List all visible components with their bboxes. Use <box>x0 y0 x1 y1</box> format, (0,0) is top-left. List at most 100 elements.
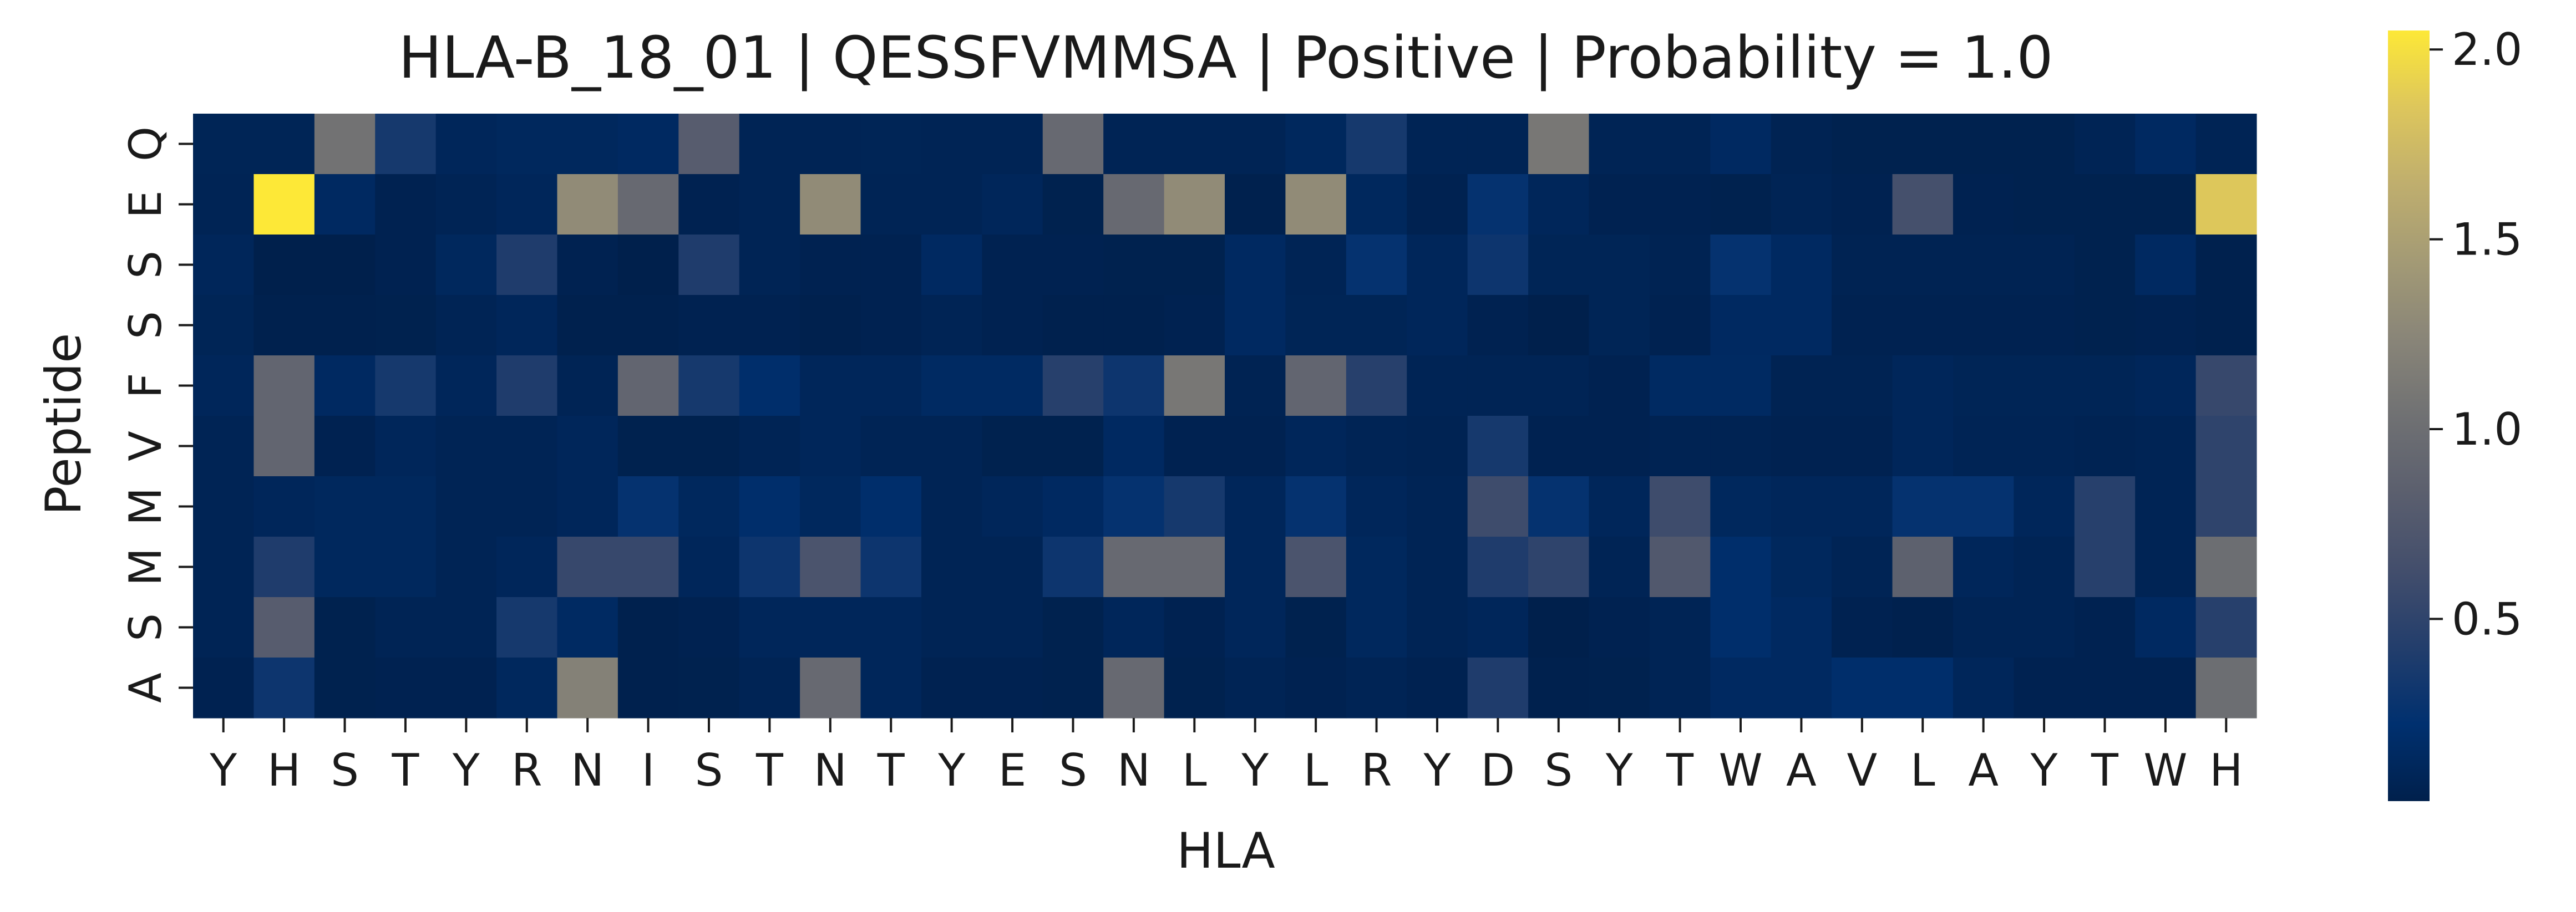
heatmap-cell <box>1225 235 1286 295</box>
heatmap-cell <box>1467 658 1529 719</box>
heatmap-cell <box>800 537 861 598</box>
heatmap-cell <box>557 597 618 658</box>
heatmap-cell <box>617 235 679 295</box>
heatmap-cell <box>1467 597 1529 658</box>
heatmap-cell <box>496 114 558 175</box>
heatmap-cell <box>2135 597 2197 658</box>
heatmap-cell <box>1042 295 1104 356</box>
heatmap-cell <box>1771 235 1832 295</box>
heatmap-cell <box>193 658 255 719</box>
colorbar-tick-label: 1.0 <box>2452 404 2522 455</box>
heatmap-cell <box>1467 295 1529 356</box>
heatmap-cell <box>1892 295 1954 356</box>
heatmap-cell <box>1164 114 1225 175</box>
heatmap-cell <box>1892 537 1954 598</box>
chart-title: HLA-B_18_01 | QESSFVMMSA | Positive | Pr… <box>398 24 2053 91</box>
heatmap-cell <box>2135 174 2197 235</box>
heatmap-cell <box>1528 658 1590 719</box>
heatmap-cell <box>496 174 558 235</box>
heatmap-cell <box>1892 658 1954 719</box>
heatmap-cell <box>2014 537 2075 598</box>
heatmap-cell <box>1710 174 1772 235</box>
heatmap-cell <box>921 355 982 416</box>
heatmap-cell <box>435 416 497 477</box>
heatmap-cell <box>1285 416 1347 477</box>
heatmap-cell <box>617 295 679 356</box>
heatmap-cell <box>1225 476 1286 537</box>
heatmap-cell <box>1953 235 2014 295</box>
heatmap-cell <box>860 537 922 598</box>
heatmap-cell <box>2135 355 2197 416</box>
heatmap-cell <box>314 537 376 598</box>
heatmap-cell <box>739 174 800 235</box>
heatmap-cell <box>982 537 1043 598</box>
heatmap-cell <box>1771 537 1832 598</box>
heatmap-cell <box>1589 416 1650 477</box>
heatmap-cell <box>496 416 558 477</box>
heatmap-cell <box>2074 597 2136 658</box>
heatmap-cell <box>496 597 558 658</box>
heatmap-cell <box>1710 476 1772 537</box>
heatmap-cell <box>982 295 1043 356</box>
heatmap-cell <box>1164 295 1225 356</box>
heatmap-cell <box>2195 355 2257 416</box>
heatmap-cell <box>2195 416 2257 477</box>
heatmap-cell <box>1649 597 1711 658</box>
heatmap-cell <box>496 658 558 719</box>
y-tick-label: S <box>120 311 171 339</box>
heatmap-cell <box>982 235 1043 295</box>
x-tick-label: T <box>392 745 420 796</box>
heatmap-cell <box>193 174 255 235</box>
x-tick-label: L <box>1182 745 1207 796</box>
heatmap-cell <box>1710 355 1772 416</box>
heatmap-cell <box>1042 235 1104 295</box>
heatmap-cell <box>1771 355 1832 416</box>
heatmap-cell <box>193 295 255 356</box>
heatmap-cell <box>1892 114 1954 175</box>
heatmap-cell <box>1042 597 1104 658</box>
heatmap-cell <box>1710 235 1772 295</box>
heatmap-cell <box>1953 658 2014 719</box>
heatmap-cell <box>1285 174 1347 235</box>
heatmap-cell <box>1225 658 1286 719</box>
heatmap-cell <box>496 476 558 537</box>
y-tick-label: Q <box>120 126 171 161</box>
heatmap-cell <box>1285 658 1347 719</box>
heatmap-cell <box>496 235 558 295</box>
colorbar <box>2388 30 2430 801</box>
heatmap-cell <box>678 114 740 175</box>
heatmap-cell <box>1042 537 1104 598</box>
heatmap-cell <box>314 235 376 295</box>
heatmap-cell <box>800 658 861 719</box>
colorbar-ticks: 0.5 1.0 1.5 2.0 <box>2430 24 2522 645</box>
x-tick-label: T <box>755 745 784 796</box>
heatmap-cell <box>375 416 437 477</box>
x-tick-label: R <box>511 745 542 796</box>
heatmap-cell <box>253 537 315 598</box>
heatmap-cell <box>860 174 922 235</box>
x-tick-label: N <box>814 745 847 796</box>
heatmap-cell <box>253 476 315 537</box>
x-tick-label: N <box>571 745 604 796</box>
heatmap-cell <box>1771 174 1832 235</box>
heatmap-cell <box>1832 114 1893 175</box>
heatmap-cell <box>1285 235 1347 295</box>
heatmap-cell <box>1103 537 1165 598</box>
heatmap-cell <box>1771 476 1832 537</box>
heatmap-cell <box>1649 174 1711 235</box>
heatmap-cell <box>375 295 437 356</box>
heatmap-cell <box>1832 174 1893 235</box>
heatmap-cell <box>1892 235 1954 295</box>
heatmap-cell <box>921 597 982 658</box>
heatmap-cell <box>253 295 315 356</box>
heatmap-cell <box>1710 597 1772 658</box>
heatmap-cell <box>1285 114 1347 175</box>
heatmap-cell <box>860 597 922 658</box>
heatmap-cell <box>1528 476 1590 537</box>
heatmap-cell <box>2014 658 2075 719</box>
heatmap-cell <box>1164 416 1225 477</box>
heatmap-cell <box>1467 416 1529 477</box>
heatmap-cell <box>2195 537 2257 598</box>
x-tick-label: Y <box>2030 745 2058 796</box>
